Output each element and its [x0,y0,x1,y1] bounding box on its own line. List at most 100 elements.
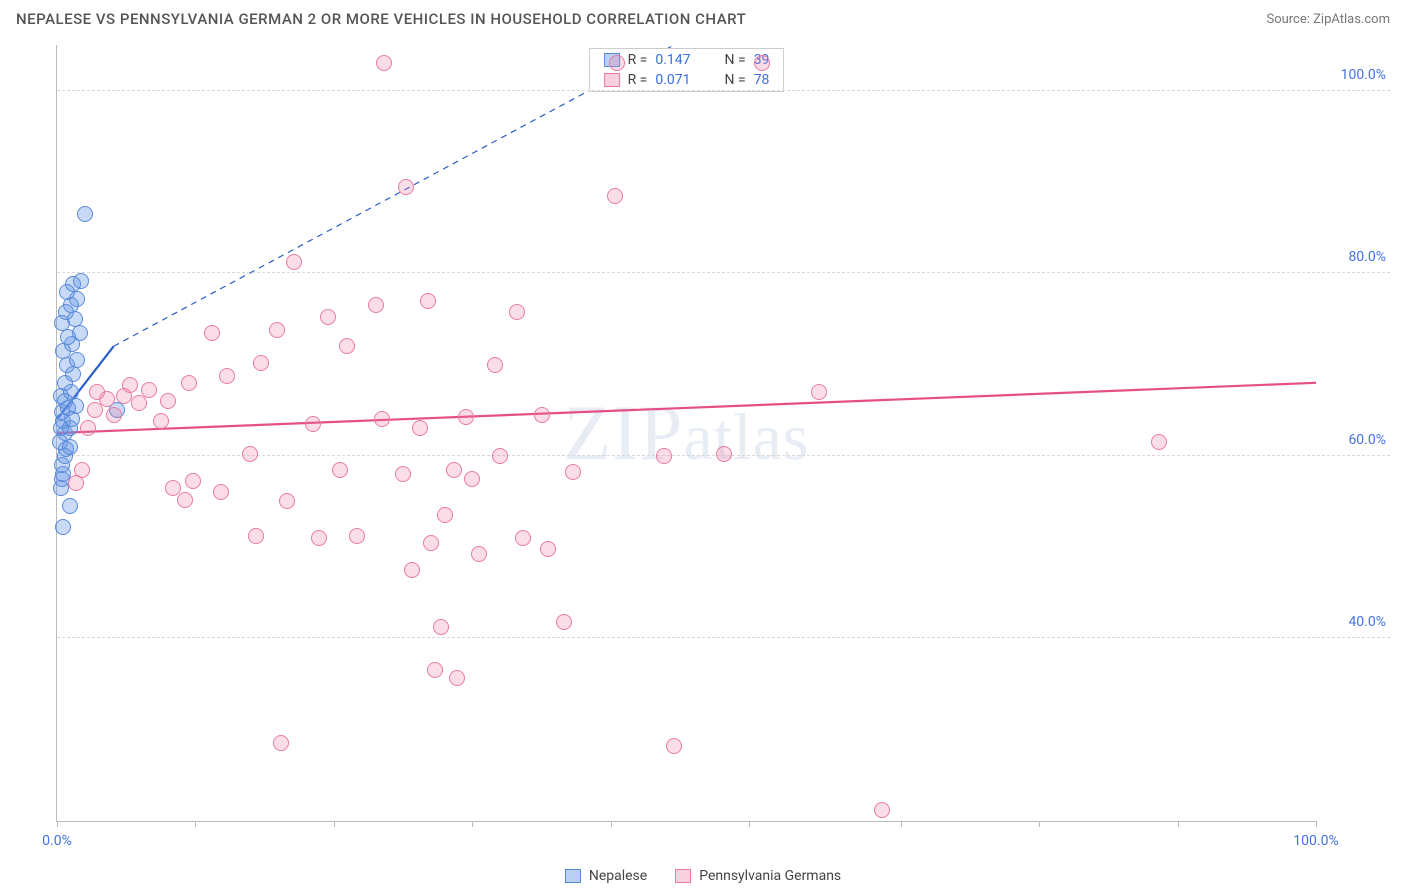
n-label: N = [725,52,746,68]
point-penn-german [534,407,550,423]
x-tick [1316,821,1317,827]
gridline [57,272,1390,273]
chart-title: NEPALESE VS PENNSYLVANIA GERMAN 2 OR MOR… [16,10,746,28]
point-penn-german [320,309,336,325]
legend-swatch [604,73,620,87]
point-penn-german [446,462,462,478]
point-nepalese [62,439,78,455]
trend-lines [57,45,1316,821]
point-penn-german [565,464,581,480]
point-penn-german [449,670,465,686]
point-penn-german [153,413,169,429]
point-penn-german [242,446,258,462]
point-penn-german [540,541,556,557]
point-penn-german [458,409,474,425]
point-penn-german [248,528,264,544]
point-penn-german [515,530,531,546]
point-penn-german [269,322,285,338]
point-penn-german [160,393,176,409]
point-penn-german [666,738,682,754]
point-penn-german [122,377,138,393]
point-penn-german [106,407,122,423]
point-penn-german [374,411,390,427]
source-label: Source: ZipAtlas.com [1266,12,1390,27]
chart-wrap: 2 or more Vehicles in Household ZIPatlas… [16,40,1390,852]
point-penn-german [68,475,84,491]
point-penn-german [368,297,384,313]
point-penn-german [311,530,327,546]
point-penn-german [656,448,672,464]
point-penn-german [204,325,220,341]
y-tick-label: 100.0% [1341,67,1386,83]
point-penn-german [219,368,235,384]
x-tick [611,821,612,827]
point-penn-german [487,357,503,373]
point-nepalese [53,420,69,436]
point-nepalese [69,352,85,368]
plot-area: ZIPatlas R =0.147N =39R =0.071N =78 40.0… [56,45,1316,822]
point-penn-german [1151,434,1167,450]
r-label: R = [628,72,648,88]
legend-swatch [675,869,691,883]
point-penn-german [404,562,420,578]
x-tick [749,821,750,827]
y-tick-label: 40.0% [1348,614,1386,630]
header: NEPALESE VS PENNSYLVANIA GERMAN 2 OR MOR… [0,0,1406,34]
point-penn-german [398,179,414,195]
trend-line [57,383,1316,433]
point-penn-german [253,355,269,371]
point-penn-german [437,507,453,523]
point-penn-german [339,338,355,354]
legend-item: Nepalese [565,868,647,884]
y-axis-label: 2 or more Vehicles in Household [0,345,2,546]
point-penn-german [607,188,623,204]
point-penn-german [412,420,428,436]
point-penn-german [305,416,321,432]
point-nepalese [57,393,73,409]
point-nepalese [62,498,78,514]
point-penn-german [213,484,229,500]
point-penn-german [811,384,827,400]
stats-row: R = 0.071 N = 78 [590,70,784,90]
point-penn-german [471,546,487,562]
n-label: N = [725,72,746,88]
point-penn-german [332,462,348,478]
point-penn-german [279,493,295,509]
point-nepalese [77,206,93,222]
point-penn-german [427,662,443,678]
point-penn-german [99,391,115,407]
point-penn-german [556,614,572,630]
x-tick-label: 100.0% [1293,833,1338,849]
x-tick [195,821,196,827]
point-penn-german [80,420,96,436]
point-penn-german [286,254,302,270]
gridline [57,637,1390,638]
point-penn-german [492,448,508,464]
legend-label: Pennsylvania Germans [699,868,841,884]
x-tick [334,821,335,827]
point-penn-german [464,471,480,487]
point-penn-german [716,446,732,462]
point-penn-german [177,492,193,508]
x-tick [57,821,58,827]
series-legend: Nepalese Pennsylvania Germans [0,868,1406,884]
point-penn-german [273,735,289,751]
point-penn-german [141,382,157,398]
x-tick [901,821,902,827]
point-nepalese [55,519,71,535]
point-penn-german [395,466,411,482]
point-penn-german [349,528,365,544]
point-penn-german [423,535,439,551]
r-label: R = [628,52,648,68]
x-tick [1039,821,1040,827]
x-tick-label: 0.0% [42,833,72,849]
legend-label: Nepalese [589,868,647,884]
y-tick-label: 60.0% [1348,432,1386,448]
r-value: 0.071 [655,72,690,88]
n-value: 78 [754,72,770,88]
point-penn-german [433,619,449,635]
x-tick [472,821,473,827]
point-penn-german [185,473,201,489]
r-value: 0.147 [655,52,690,68]
point-penn-german [74,462,90,478]
